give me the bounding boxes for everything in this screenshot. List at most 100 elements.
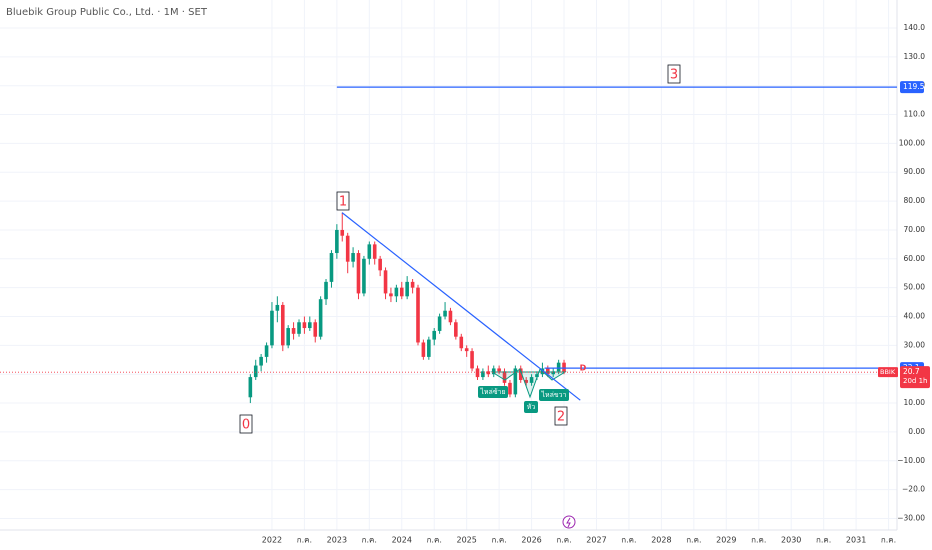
x-tick-label: ก.ค. <box>751 536 766 545</box>
candle-body <box>497 368 501 372</box>
x-tick-label: 2024 <box>392 536 412 545</box>
x-tick-label: 2022 <box>262 536 282 545</box>
candle-body <box>529 377 534 383</box>
candle-body <box>475 368 480 378</box>
x-tick-label: ก.ค. <box>816 536 831 545</box>
pattern-shade <box>490 368 567 399</box>
candle-body <box>546 368 550 375</box>
candle-body <box>394 287 399 297</box>
candle-body <box>351 253 355 262</box>
candle-body <box>459 336 464 349</box>
wave-label-box <box>667 64 681 84</box>
y-tick-label: −20.0 <box>902 485 925 494</box>
wave-label: 2 <box>557 410 565 425</box>
pattern-label-bg <box>478 386 508 398</box>
candle-body <box>502 371 507 383</box>
x-tick-label: 2028 <box>651 536 671 545</box>
candle-body <box>389 293 393 297</box>
event-bolt <box>566 517 571 528</box>
pattern-label: ไหล่ซ้าย <box>479 387 505 396</box>
candle-body <box>324 281 328 300</box>
x-tick-label: ก.ค. <box>556 536 571 545</box>
price-label-bg <box>900 81 924 94</box>
price-label: 20.7 <box>903 367 920 376</box>
pattern-label-bg <box>539 389 569 401</box>
candle-body <box>372 244 377 259</box>
candle-body <box>264 345 269 357</box>
candle-body <box>427 339 431 357</box>
candle-body <box>464 348 469 352</box>
x-tick-label: ก.ค. <box>297 536 312 545</box>
candle-body <box>307 322 312 329</box>
candle-body <box>437 316 442 331</box>
candle-body <box>399 287 404 297</box>
marker-label: D <box>580 364 587 373</box>
y-tick-label: 140.0 <box>904 23 926 32</box>
candle-body <box>421 342 426 357</box>
candle-body <box>562 362 566 373</box>
candle-body <box>362 258 366 294</box>
candle-body <box>513 368 518 395</box>
wave-label: 3 <box>670 68 678 83</box>
x-tick-label: 2026 <box>521 536 541 545</box>
x-tick-label: 2030 <box>781 536 801 545</box>
y-tick-label: 80.00 <box>904 196 926 205</box>
candle-body <box>270 310 274 346</box>
candle-body <box>535 374 539 378</box>
x-tick-label: ก.ค. <box>491 536 506 545</box>
candle-body <box>356 253 361 294</box>
price-label: 119.5 <box>903 82 925 91</box>
candle-body <box>551 371 555 375</box>
y-tick-label: 50.00 <box>904 283 926 292</box>
wave-label-box <box>239 414 253 434</box>
candle-body <box>454 322 458 337</box>
y-tick-label: 70.00 <box>904 225 926 234</box>
x-tick-label: 2023 <box>327 536 347 545</box>
candle-body <box>313 322 318 337</box>
y-tick-label: −10.00 <box>897 456 925 465</box>
candle-body <box>524 379 528 383</box>
candle-body <box>416 287 420 343</box>
y-tick-label: 90.00 <box>904 167 926 176</box>
candle-body <box>486 371 491 375</box>
price-label-bg <box>900 366 930 389</box>
y-tick-label: −30.00 <box>897 513 925 522</box>
pattern-label: หัว <box>527 403 536 411</box>
trend-line <box>341 212 581 401</box>
candle-body <box>286 328 290 346</box>
pattern-label: ไหล่ขวา <box>540 390 566 399</box>
x-tick-label: ก.ค. <box>686 536 701 545</box>
candle-body <box>248 377 253 398</box>
candle-body <box>345 235 350 262</box>
candle-body <box>302 322 307 329</box>
x-tick-label: 2025 <box>456 536 476 545</box>
candle-body <box>448 310 453 323</box>
x-tick-label: ก.ค. <box>362 536 377 545</box>
y-tick-label: 10.00 <box>904 398 926 407</box>
x-tick-label: ก.ค. <box>621 536 636 545</box>
y-tick-label: 40.00 <box>904 311 926 320</box>
y-tick-label: 30.00 <box>904 340 926 349</box>
candle-body <box>383 270 388 294</box>
candle-body <box>367 244 372 259</box>
candle-body <box>318 299 323 337</box>
candle-body <box>470 351 474 369</box>
event-icon[interactable] <box>562 515 576 529</box>
candle-body <box>275 304 280 311</box>
candle-body <box>410 281 415 288</box>
candle-body <box>491 368 496 375</box>
candle-body <box>280 304 285 346</box>
candle-body <box>259 356 263 366</box>
symbol-label: BBIK <box>880 368 896 376</box>
candle-body <box>481 371 485 378</box>
x-tick-label: ก.ค. <box>881 536 896 545</box>
wave-label-box <box>554 406 568 426</box>
grid-layer <box>0 0 897 530</box>
candle-body <box>432 330 437 340</box>
y-tick-label: 110.0 <box>904 110 926 119</box>
candle-body <box>291 328 296 334</box>
candle-body <box>297 322 301 334</box>
candle-body <box>329 253 334 282</box>
x-tick-label: 2031 <box>846 536 866 545</box>
